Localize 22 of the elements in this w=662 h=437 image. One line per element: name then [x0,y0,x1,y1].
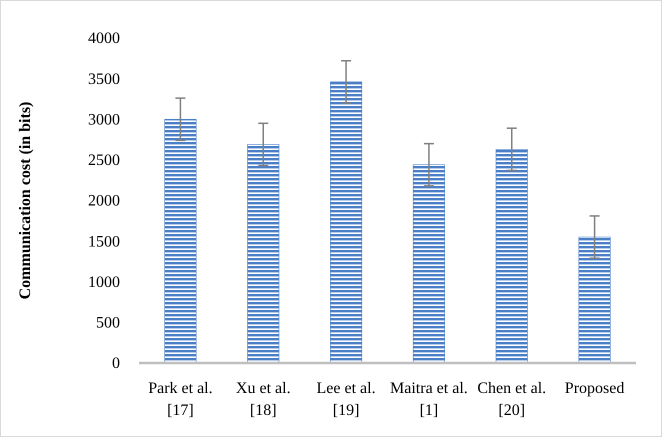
y-tick-label: 3500 [88,70,120,88]
x-tick-label: Proposed [564,380,624,397]
x-tick-label: Lee et al. [19] [316,380,376,419]
y-tick-label: 500 [96,314,120,332]
bar [578,236,611,364]
y-tick-label: 0 [112,355,120,372]
y-tick-label: 1500 [88,233,120,250]
x-tick-label: Maitra et al. [1] [390,380,468,419]
bar [496,149,528,364]
y-tick-label: 3000 [88,111,120,128]
x-tick-label: Chen et al. [20] [477,380,546,419]
bar [247,144,280,364]
x-tick-label: Xu et al. [18] [236,380,291,419]
x-tick-label: Park et al. [17] [148,380,213,419]
bar [412,164,445,364]
y-axis-title: Communication cost (in bits) [17,102,34,300]
y-tick-label: 2000 [88,192,120,210]
bar [330,82,362,364]
y-tick-label: 2500 [88,152,120,169]
y-tick-label: 1000 [88,274,120,291]
y-tick-label: 4000 [88,30,120,48]
bar [164,118,196,364]
